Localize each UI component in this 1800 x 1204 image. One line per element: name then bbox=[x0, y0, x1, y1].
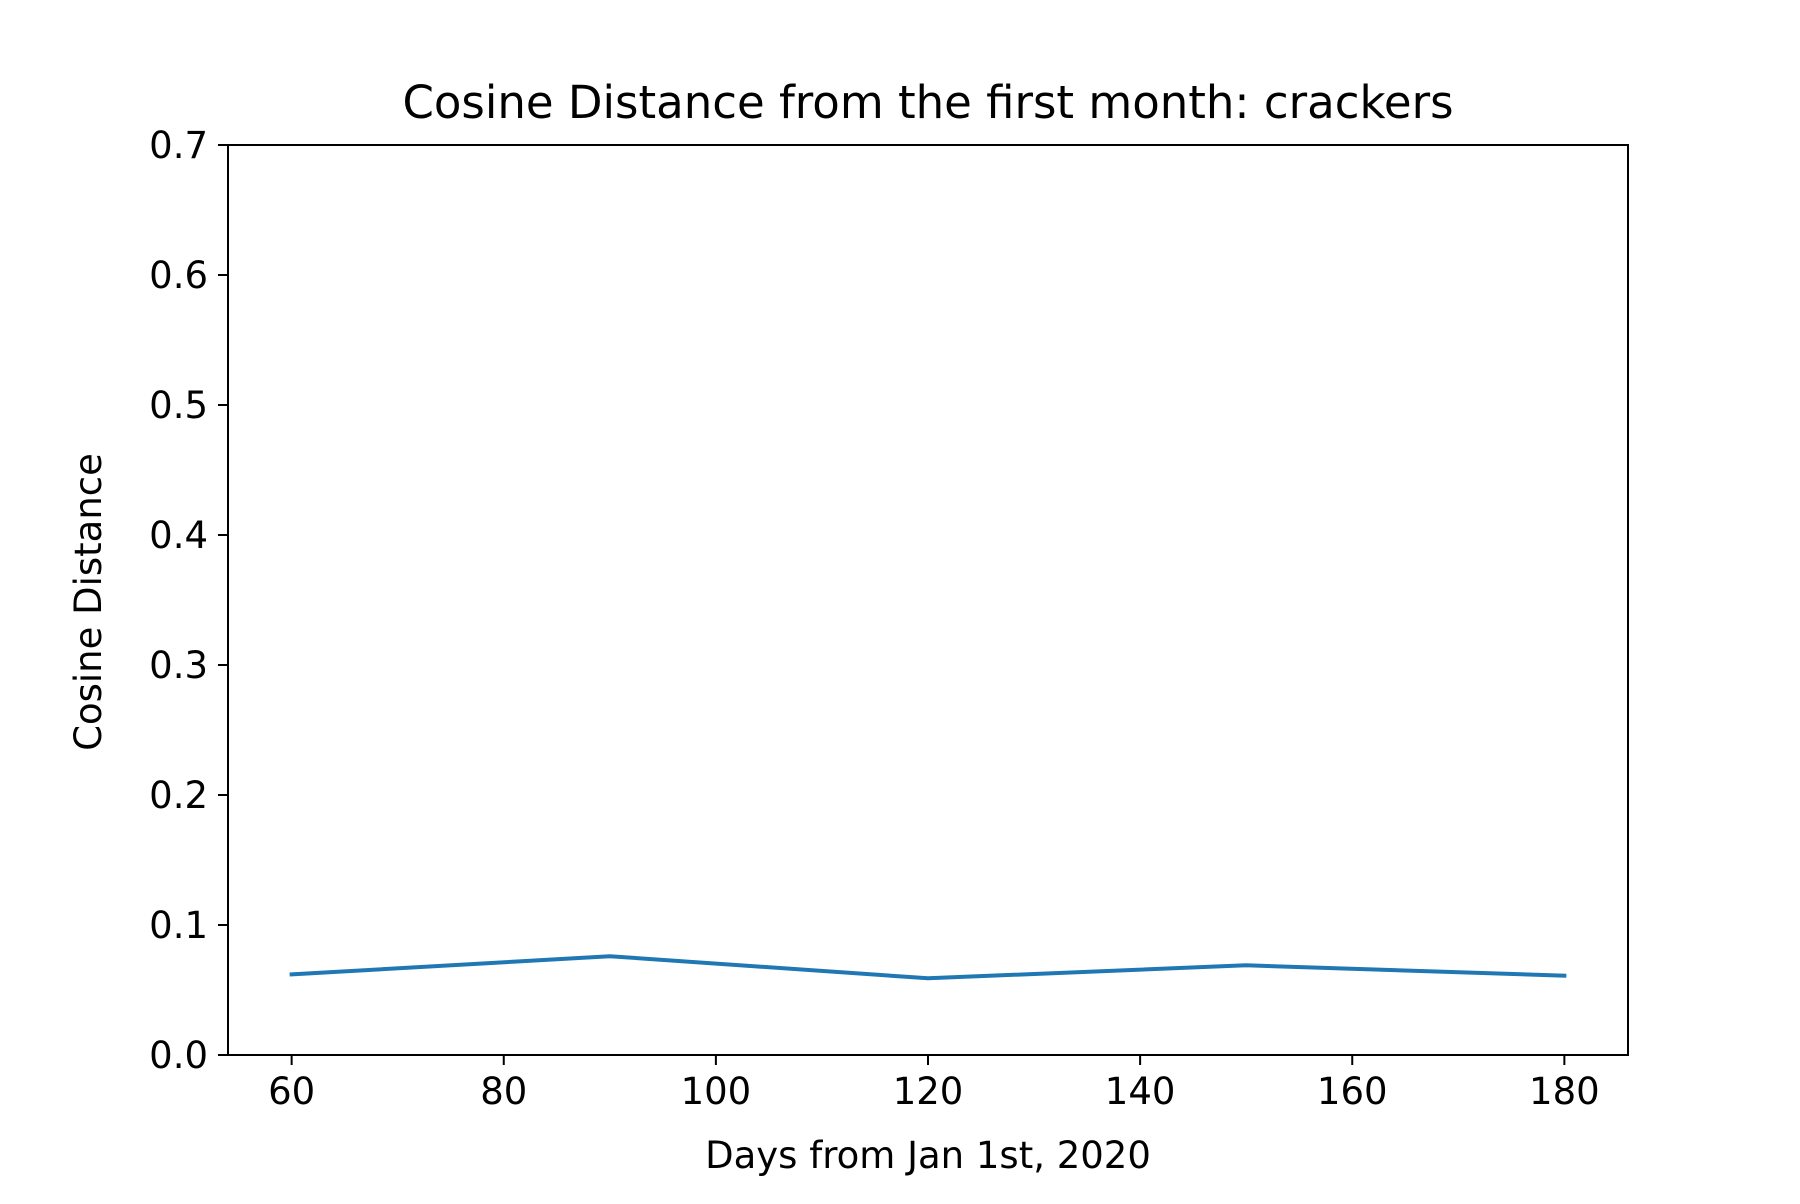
y-tick-label: 0.7 bbox=[149, 124, 208, 167]
x-tick-label: 60 bbox=[268, 1070, 315, 1113]
x-tick-label: 160 bbox=[1317, 1070, 1388, 1113]
y-tick-label: 0.4 bbox=[149, 514, 208, 557]
y-tick-label: 0.2 bbox=[149, 774, 208, 817]
y-tick-label: 0.0 bbox=[149, 1034, 208, 1077]
x-tick-label: 80 bbox=[480, 1070, 527, 1113]
y-tick-label: 0.5 bbox=[149, 384, 208, 427]
y-tick-label: 0.6 bbox=[149, 254, 208, 297]
y-tick-label: 0.1 bbox=[149, 904, 208, 947]
chart-title: Cosine Distance from the first month: cr… bbox=[402, 76, 1453, 129]
y-tick-label: 0.3 bbox=[149, 644, 208, 687]
x-tick-label: 180 bbox=[1529, 1070, 1600, 1113]
series-line-0 bbox=[289, 954, 1567, 981]
plot-frame bbox=[227, 144, 1629, 1056]
x-tick-label: 140 bbox=[1105, 1070, 1176, 1113]
y-axis-title: Cosine Distance bbox=[67, 453, 110, 751]
x-tick-label: 100 bbox=[681, 1070, 752, 1113]
plot-area: 60 80 100 120 140 160 180 0.0 0.1 0.2 0.3 0.4 0.5 0.6… bbox=[149, 124, 1629, 1113]
x-axis-title: Days from Jan 1st, 2020 bbox=[705, 1134, 1151, 1177]
x-tick-label: 120 bbox=[893, 1070, 964, 1113]
